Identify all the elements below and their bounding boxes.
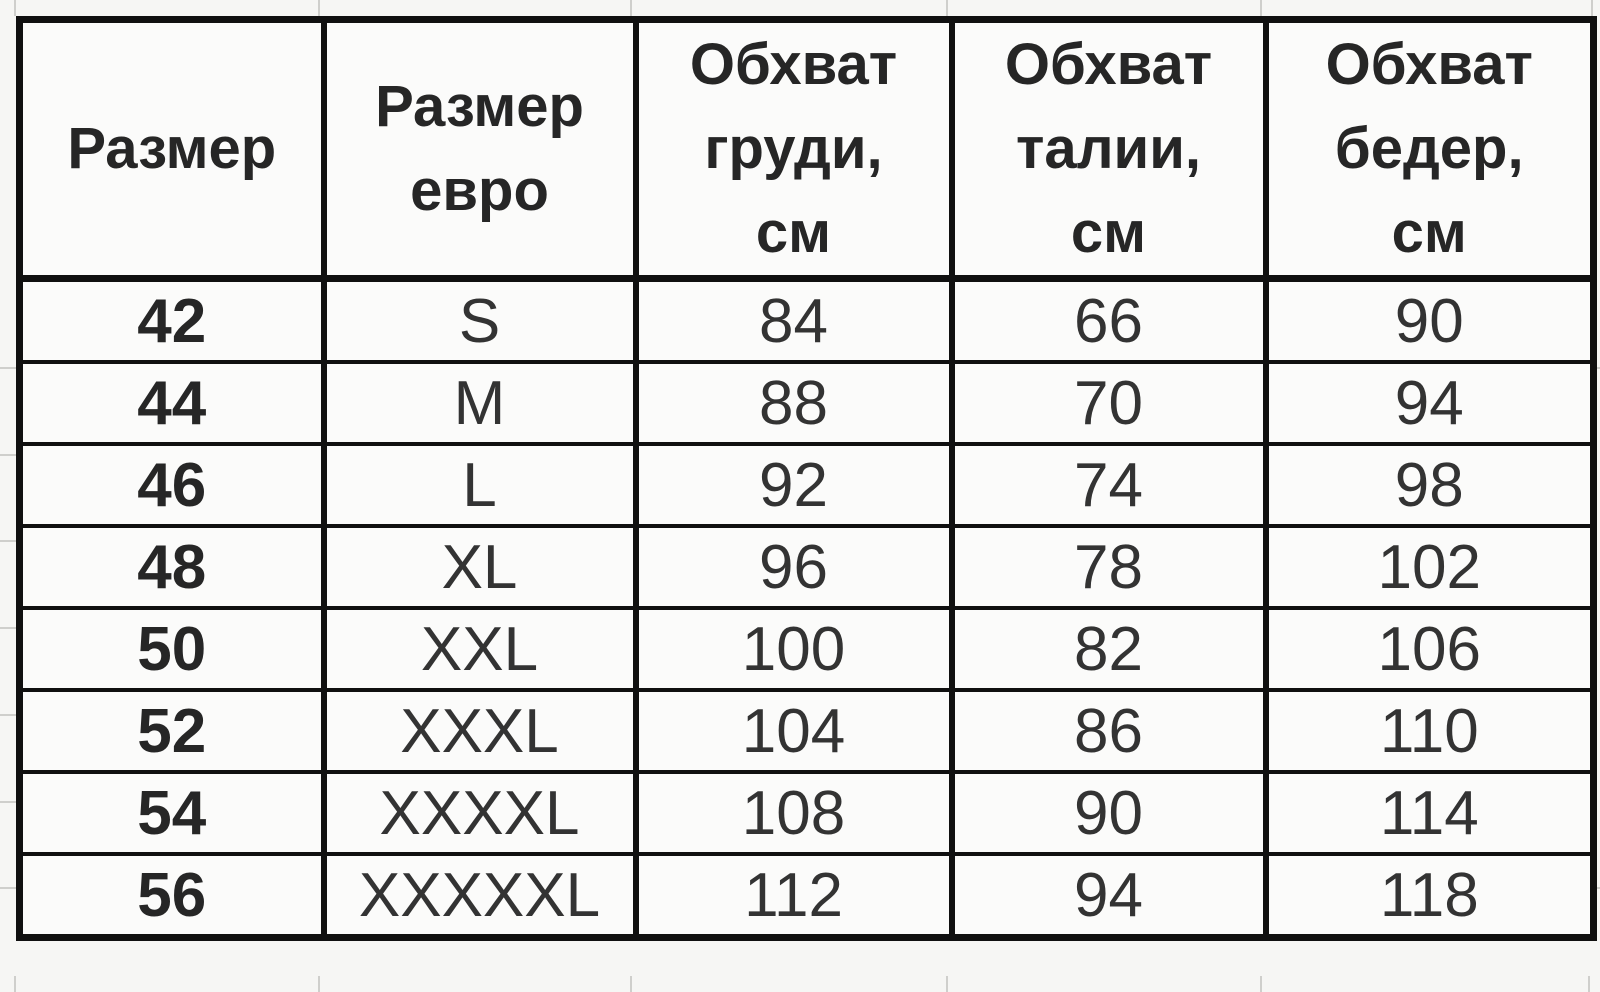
spreadsheet-gridline bbox=[0, 627, 16, 629]
cell-hips: 102 bbox=[1262, 524, 1597, 611]
spreadsheet-gridline bbox=[946, 976, 948, 992]
cell-chest: 104 bbox=[632, 688, 955, 775]
table-row: 48 XL 96 78 102 bbox=[16, 524, 1597, 611]
cell-size-euro: XXL bbox=[320, 606, 639, 693]
cell-size-euro: XXXL bbox=[320, 688, 639, 775]
cell-waist: 94 bbox=[948, 852, 1269, 940]
header-hips: Обхват бедер, см bbox=[1262, 15, 1597, 283]
table-row: 56 XXXXXL 112 94 118 bbox=[16, 852, 1597, 940]
cell-hips: 98 bbox=[1262, 442, 1597, 529]
spreadsheet-gridline bbox=[0, 540, 16, 542]
cell-chest: 84 bbox=[632, 276, 955, 365]
table-row: 52 XXXL 104 86 110 bbox=[16, 688, 1597, 775]
spreadsheet-gridline bbox=[0, 714, 16, 716]
spreadsheet-gridline bbox=[318, 0, 320, 16]
cell-hips: 106 bbox=[1262, 606, 1597, 693]
cell-waist: 90 bbox=[948, 770, 1269, 857]
cell-chest: 100 bbox=[632, 606, 955, 693]
spreadsheet-gridline bbox=[318, 976, 320, 992]
size-chart: Размер Размер евро Обхват груди, см Обхв… bbox=[16, 15, 1597, 942]
spreadsheet-gridline bbox=[1260, 0, 1262, 16]
cell-hips: 114 bbox=[1262, 770, 1597, 857]
cell-size: 48 bbox=[16, 524, 327, 611]
header-size: Размер bbox=[16, 15, 327, 283]
header-size-euro: Размер евро bbox=[320, 15, 639, 283]
cell-waist: 70 bbox=[948, 360, 1269, 447]
cell-size-euro: XXXXL bbox=[320, 770, 639, 857]
cell-chest: 92 bbox=[632, 442, 955, 529]
cell-waist: 86 bbox=[948, 688, 1269, 775]
table-row: 42 S 84 66 90 bbox=[16, 276, 1597, 365]
table-row: 50 XXL 100 82 106 bbox=[16, 606, 1597, 693]
cell-waist: 82 bbox=[948, 606, 1269, 693]
spreadsheet-gridline bbox=[630, 0, 632, 16]
cell-chest: 88 bbox=[632, 360, 955, 447]
table-row: 46 L 92 74 98 bbox=[16, 442, 1597, 529]
spreadsheet-gridline bbox=[630, 976, 632, 992]
cell-size-euro: XL bbox=[320, 524, 639, 611]
cell-size: 56 bbox=[16, 852, 327, 940]
spreadsheet-gridline bbox=[0, 454, 16, 456]
cell-size: 46 bbox=[16, 442, 327, 529]
cell-waist: 78 bbox=[948, 524, 1269, 611]
table-row: 44 M 88 70 94 bbox=[16, 360, 1597, 447]
spreadsheet-gridline bbox=[0, 367, 16, 369]
cell-size: 52 bbox=[16, 688, 327, 775]
spreadsheet-gridline bbox=[1588, 976, 1590, 992]
cell-waist: 74 bbox=[948, 442, 1269, 529]
cell-size-euro: L bbox=[320, 442, 639, 529]
cell-size-euro: XXXXXL bbox=[320, 852, 639, 940]
cell-chest: 112 bbox=[632, 852, 955, 940]
spreadsheet-gridline bbox=[0, 887, 16, 889]
cell-hips: 110 bbox=[1262, 688, 1597, 775]
cell-chest: 108 bbox=[632, 770, 955, 857]
cell-waist: 66 bbox=[948, 276, 1269, 365]
cell-chest: 96 bbox=[632, 524, 955, 611]
cell-size: 44 bbox=[16, 360, 327, 447]
cell-hips: 90 bbox=[1262, 276, 1597, 365]
cell-size-euro: M bbox=[320, 360, 639, 447]
cell-size: 42 bbox=[16, 276, 327, 365]
header-row: Размер Размер евро Обхват груди, см Обхв… bbox=[16, 15, 1597, 283]
cell-hips: 118 bbox=[1262, 852, 1597, 940]
spreadsheet-gridline bbox=[0, 801, 16, 803]
spreadsheet-gridline bbox=[946, 0, 948, 16]
cell-hips: 94 bbox=[1262, 360, 1597, 447]
size-table: Размер Размер евро Обхват груди, см Обхв… bbox=[16, 15, 1597, 942]
spreadsheet-gridline bbox=[14, 0, 16, 16]
spreadsheet-gridline bbox=[1260, 976, 1262, 992]
header-waist: Обхват талии, см bbox=[948, 15, 1269, 283]
spreadsheet-gridline bbox=[14, 976, 16, 992]
header-chest: Обхват груди, см bbox=[632, 15, 955, 283]
cell-size: 50 bbox=[16, 606, 327, 693]
cell-size-euro: S bbox=[320, 276, 639, 365]
cell-size: 54 bbox=[16, 770, 327, 857]
table-row: 54 XXXXL 108 90 114 bbox=[16, 770, 1597, 857]
